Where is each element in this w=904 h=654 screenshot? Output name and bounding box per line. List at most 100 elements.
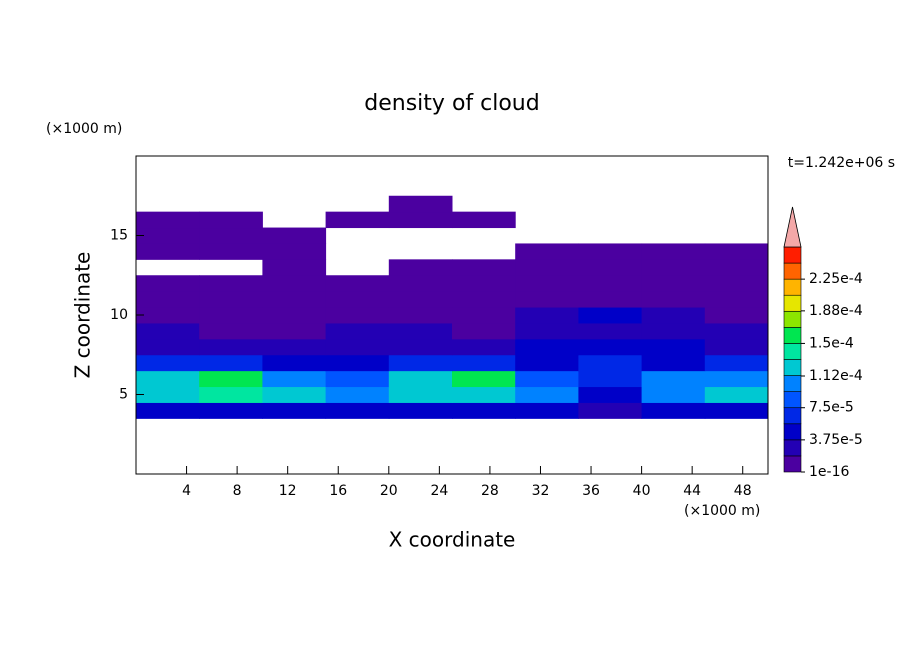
contour-cell (452, 370, 516, 388)
contour-cell (199, 211, 263, 229)
contour-cell (452, 386, 516, 403)
contour-cell (199, 370, 263, 388)
contour-cell (199, 322, 263, 340)
contour-cell (704, 338, 769, 356)
contour-cell (136, 291, 200, 308)
contour-cell (262, 354, 327, 372)
contour-cell (515, 402, 579, 419)
x-unit: (×1000 m) (684, 503, 760, 519)
colorbar-box (783, 327, 802, 344)
contour-cell (578, 386, 643, 403)
colorbar-tick-label: 7.5e-5 (809, 400, 854, 416)
contour-cell (452, 402, 516, 419)
contour-cell (199, 354, 263, 372)
contour-cell (199, 227, 263, 244)
contour-cell (325, 354, 390, 372)
contour-cell (136, 243, 200, 260)
colorbar-box (783, 246, 802, 264)
x-tick-label: 20 (380, 483, 398, 499)
contour-cell (578, 354, 643, 372)
contour-cell (325, 402, 390, 419)
contour-cell (515, 307, 579, 324)
colorbar-box (783, 343, 802, 360)
contour-cell (641, 243, 706, 260)
contour-cell (325, 307, 390, 324)
contour-cell (641, 370, 706, 388)
contour-cell (199, 307, 263, 324)
contour-cell (641, 307, 706, 324)
contour-cell (704, 386, 769, 403)
contour-cell (262, 338, 327, 356)
contour-cell (199, 243, 263, 260)
contour-cell (578, 291, 643, 308)
contour-cell (262, 259, 327, 276)
contour-cell (578, 307, 643, 324)
contour-cell (136, 338, 200, 356)
contour-cell (262, 275, 327, 292)
contour-cell (515, 275, 579, 292)
contour-cell (262, 386, 327, 403)
contour-cell (262, 243, 327, 260)
contour-cell (325, 386, 390, 403)
contour-cell (262, 307, 327, 324)
time-label: t=1.242e+06 s (788, 155, 895, 171)
contour-cell (199, 338, 263, 356)
colorbar-box (783, 278, 802, 296)
contour-cell (136, 370, 200, 388)
colorbar-box (783, 359, 802, 376)
x-tick-label: 4 (182, 483, 191, 499)
y-tick-label: 5 (119, 387, 128, 403)
contour-cell (136, 227, 200, 244)
contour-cell (578, 275, 643, 292)
x-tick-label: 28 (481, 483, 499, 499)
contour-cell (515, 322, 579, 340)
colorbar-box (783, 455, 802, 473)
contour-cell (262, 322, 327, 340)
contour-cell (641, 338, 706, 356)
contour-cell (578, 259, 643, 276)
contour-cell (704, 307, 769, 324)
contour-cell (136, 322, 200, 340)
colorbar-box (783, 294, 802, 312)
contour-cell (641, 354, 706, 372)
contour-cell (641, 386, 706, 403)
colorbar-tick-label: 1e-16 (809, 464, 849, 480)
x-tick-label: 16 (329, 483, 347, 499)
contour-cell (578, 370, 643, 388)
contour-cell (388, 370, 453, 388)
contour-cell (199, 386, 263, 403)
colorbar-tick-label: 1.5e-4 (809, 335, 854, 351)
colorbar-box (783, 375, 802, 392)
contour-cell (452, 338, 516, 356)
contour-cell (388, 338, 453, 356)
colorbar-extend (783, 206, 802, 248)
x-tick-label: 8 (233, 483, 242, 499)
contour-cell (388, 354, 453, 372)
colorbar-box (783, 407, 802, 425)
y-tick-label: 15 (110, 228, 128, 244)
contour-cell (452, 275, 516, 292)
contour-cell (325, 291, 390, 308)
contour-cell (515, 259, 579, 276)
contour-cell (641, 402, 706, 419)
contour-cell (704, 354, 769, 372)
contour-cell (325, 370, 390, 388)
colorbar-box (783, 310, 802, 328)
y-unit: (×1000 m) (46, 121, 122, 137)
x-tick-label: 48 (734, 483, 752, 499)
colorbar-tick-label: 1.12e-4 (809, 368, 863, 384)
contour-cell (199, 275, 263, 292)
contour-cell (388, 402, 453, 419)
contour-cell (515, 338, 579, 356)
x-tick-label: 44 (683, 483, 701, 499)
contour-cell (578, 338, 643, 356)
colorbar-tick-label: 2.25e-4 (809, 271, 863, 287)
colorbar-tick-label: 3.75e-5 (809, 432, 863, 448)
contour-cell (136, 211, 200, 229)
contour-cell (578, 322, 643, 340)
contour-cell (452, 354, 516, 372)
colorbar-box (783, 391, 802, 409)
contour-cell (325, 322, 390, 340)
contour-cell (641, 259, 706, 276)
